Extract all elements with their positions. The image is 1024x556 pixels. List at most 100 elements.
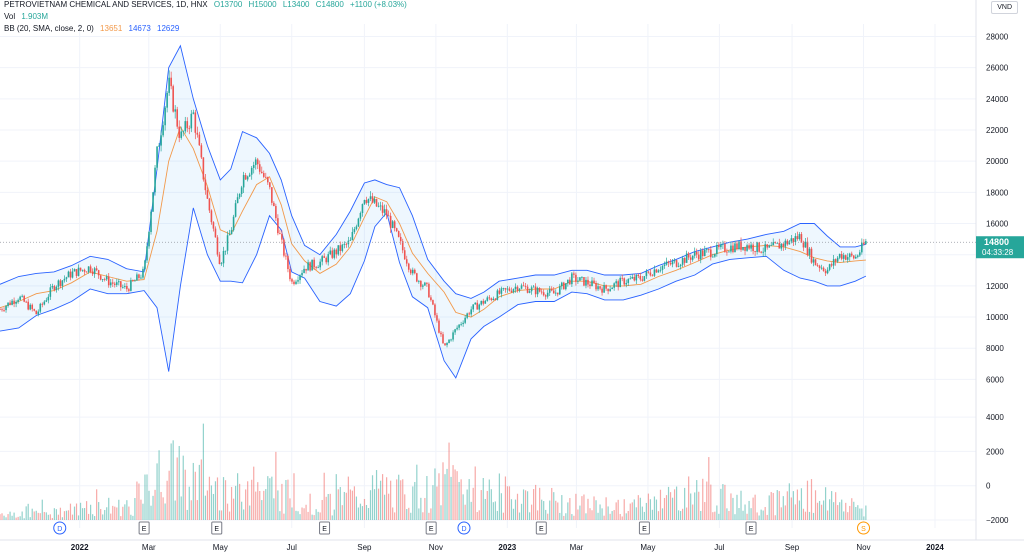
candle-body xyxy=(756,242,758,252)
time-tick-label: Jul xyxy=(287,543,297,552)
volume-bar xyxy=(835,492,837,520)
volume-bar xyxy=(377,488,380,520)
candle-body xyxy=(3,310,5,311)
volume-bar xyxy=(865,505,867,520)
candle-body xyxy=(124,285,126,287)
candle-body xyxy=(796,236,799,240)
candle-body xyxy=(800,234,803,243)
candle-body xyxy=(309,262,311,271)
candle-body xyxy=(5,305,7,311)
volume-bar xyxy=(851,498,853,520)
candle-body xyxy=(93,268,96,275)
candle-body xyxy=(53,286,56,291)
volume-bar xyxy=(643,511,645,520)
volume-bar xyxy=(476,512,478,520)
volume-bar xyxy=(488,479,490,520)
candle-body xyxy=(504,288,507,290)
candle-body xyxy=(51,286,54,288)
volume-bar xyxy=(317,511,319,520)
candle-body xyxy=(736,243,738,250)
volume-bar xyxy=(251,479,253,520)
volume-bar xyxy=(520,503,523,520)
volume-bar xyxy=(516,493,519,520)
candle-body xyxy=(728,251,730,253)
candle-body xyxy=(33,309,36,311)
volume-bar xyxy=(188,486,190,520)
candle-body xyxy=(861,242,863,253)
earnings-marker xyxy=(745,521,757,535)
candle-body xyxy=(403,250,406,260)
volume-bar xyxy=(575,493,577,520)
candle-body xyxy=(695,251,698,255)
volume-bar xyxy=(337,489,339,520)
volume-bar xyxy=(136,481,138,520)
volume-bar xyxy=(579,505,581,520)
volume-bar xyxy=(565,513,567,520)
volume-bar xyxy=(601,508,603,520)
volume-bar xyxy=(837,505,839,520)
candle-body xyxy=(538,287,541,292)
candle-body xyxy=(852,255,855,259)
candle-body xyxy=(323,256,325,258)
candle-body xyxy=(325,257,328,263)
candle-body xyxy=(587,279,589,285)
candle-body xyxy=(7,302,9,306)
volume-bar xyxy=(655,499,658,520)
volume-bar xyxy=(450,476,452,520)
candle-body xyxy=(291,279,293,282)
volume-bar xyxy=(25,506,27,520)
volume-bar xyxy=(760,509,762,520)
symbol-legend: PETROVIETNAM CHEMICAL AND SERVICES, 1D, … xyxy=(4,0,411,9)
time-axis[interactable]: 2022 Mar May Jul Sep Nov 2023 Mar May Jul Sep Nov 20… xyxy=(71,543,945,552)
candle-body xyxy=(279,233,281,234)
volume-bar xyxy=(47,514,49,520)
volume-bar xyxy=(595,500,597,520)
candle-body xyxy=(581,277,583,278)
candle-body xyxy=(730,245,732,252)
volume-bar xyxy=(69,503,72,520)
price-tick-label: 26000 xyxy=(986,64,1009,73)
volume-bar xyxy=(37,512,39,520)
volume-bar xyxy=(367,507,370,520)
candle-body xyxy=(712,256,714,258)
candle-body xyxy=(850,253,853,256)
candle-body xyxy=(361,204,364,213)
volume-bar xyxy=(804,511,807,520)
volume-bar xyxy=(758,515,760,520)
volume-bar xyxy=(122,506,124,520)
currency-button[interactable]: VND xyxy=(991,1,1018,14)
volume-bar xyxy=(591,510,593,520)
volume-bar xyxy=(452,465,454,520)
volume-bar xyxy=(653,496,656,520)
candle-body xyxy=(97,270,100,276)
candle-body xyxy=(430,297,432,301)
candle-body xyxy=(256,159,259,165)
candle-body xyxy=(61,280,64,286)
candle-body xyxy=(301,272,303,276)
volume-bar xyxy=(680,511,682,520)
candle-body xyxy=(548,289,551,293)
volume-bar xyxy=(305,504,307,520)
candle-body xyxy=(264,176,267,178)
volume-bar xyxy=(736,494,738,520)
candle-body xyxy=(47,296,50,301)
candle-body xyxy=(359,212,362,219)
volume-bar xyxy=(301,507,303,520)
volume-bar xyxy=(261,500,263,520)
price-axis[interactable]: 6000800010000120001400016000180002000022… xyxy=(986,32,1009,525)
candle-body xyxy=(317,267,319,269)
volume-bar xyxy=(843,511,845,520)
volume-bar xyxy=(361,506,364,520)
candle-body xyxy=(202,157,205,180)
candle-body xyxy=(212,222,215,229)
volume-bar xyxy=(583,494,585,520)
earnings-marker xyxy=(319,521,331,535)
volume-bar xyxy=(494,501,496,520)
candle-body xyxy=(494,298,497,300)
open-value: O13700 xyxy=(213,0,243,9)
candle-body xyxy=(25,301,27,303)
candle-body xyxy=(599,286,601,289)
candle-body xyxy=(637,274,640,276)
volume-bar xyxy=(224,480,227,520)
